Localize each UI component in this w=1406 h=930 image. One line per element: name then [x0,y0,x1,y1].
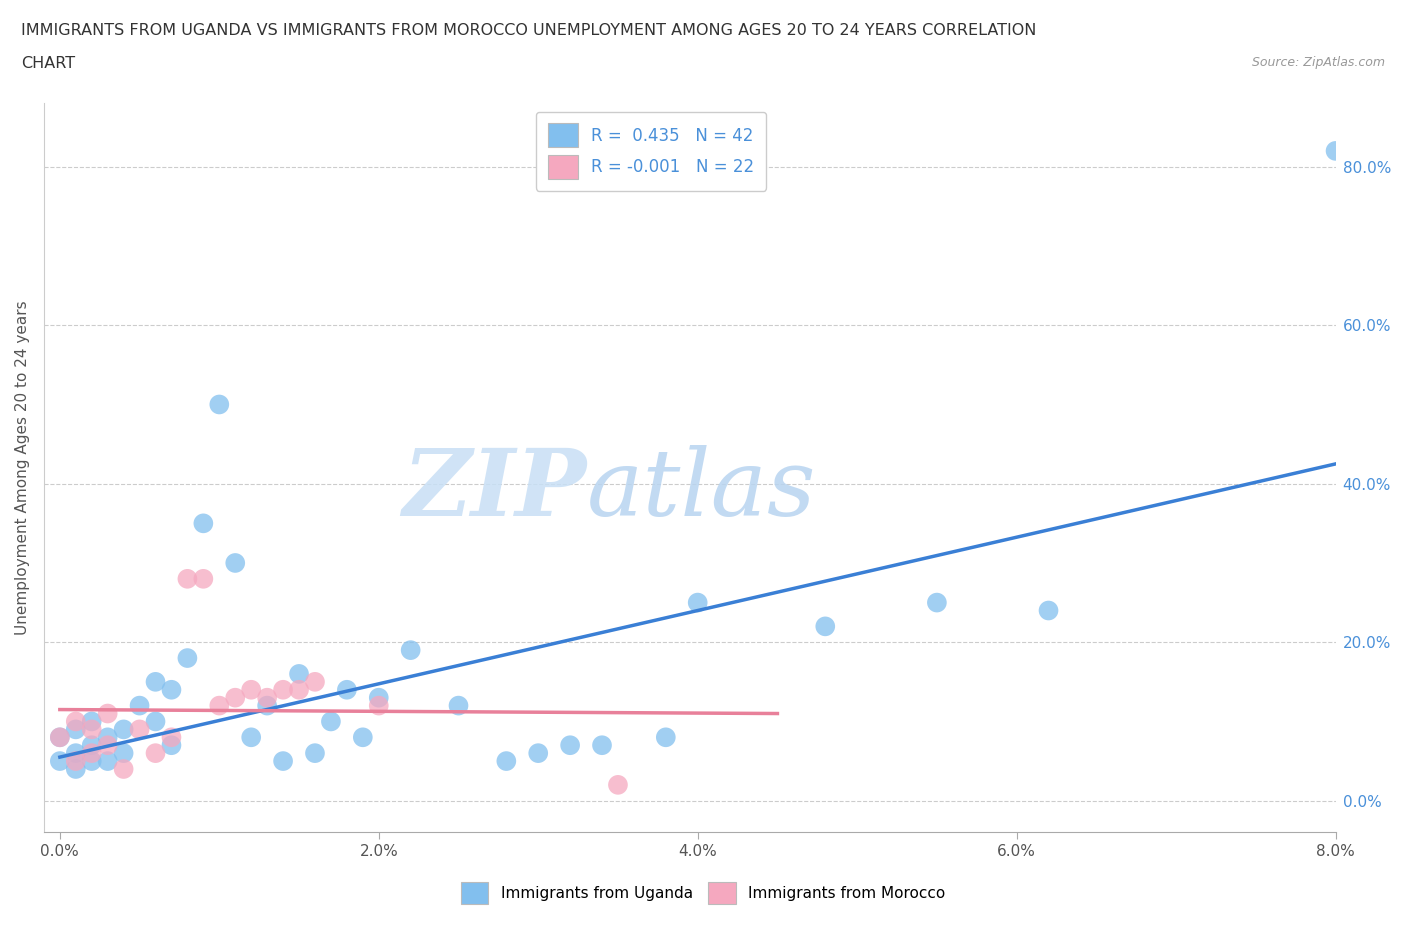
Point [1324,143,1347,158]
Point [240,730,263,745]
Text: Source: ZipAtlas.com: Source: ZipAtlas.com [1251,56,1385,69]
Point [128,722,150,737]
Point [80,753,103,768]
Point [925,595,948,610]
Point [271,683,294,698]
Point [495,753,517,768]
Point [814,619,837,634]
Text: CHART: CHART [21,56,75,71]
Point [160,737,183,752]
Point [145,674,167,689]
Point [208,698,231,713]
Point [447,698,470,713]
Point [176,571,198,586]
Point [80,714,103,729]
Point [97,753,120,768]
Point [49,730,72,745]
Point [112,722,135,737]
Legend: Immigrants from Uganda, Immigrants from Morocco: Immigrants from Uganda, Immigrants from … [451,873,955,913]
Point [145,714,167,729]
Point [80,722,103,737]
Point [367,698,389,713]
Point [49,730,72,745]
Point [256,690,278,705]
Point [591,737,613,752]
Text: atlas: atlas [586,445,815,535]
Point [288,683,311,698]
Point [65,746,87,761]
Point [527,746,550,761]
Point [336,683,359,698]
Point [607,777,630,792]
Point [112,746,135,761]
Point [367,690,389,705]
Legend: R =  0.435   N = 42, R = -0.001   N = 22: R = 0.435 N = 42, R = -0.001 N = 22 [536,112,766,191]
Point [97,730,120,745]
Point [240,683,263,698]
Point [80,746,103,761]
Point [399,643,422,658]
Point [271,753,294,768]
Point [208,397,231,412]
Point [65,753,87,768]
Point [558,737,581,752]
Point [160,683,183,698]
Point [224,690,246,705]
Point [97,706,120,721]
Text: ZIP: ZIP [402,445,586,535]
Y-axis label: Unemployment Among Ages 20 to 24 years: Unemployment Among Ages 20 to 24 years [15,300,30,635]
Point [655,730,678,745]
Point [49,753,72,768]
Point [304,746,326,761]
Point [319,714,342,729]
Point [256,698,278,713]
Point [65,714,87,729]
Point [65,762,87,777]
Point [176,651,198,666]
Point [288,667,311,682]
Point [193,516,215,531]
Point [80,737,103,752]
Point [1038,603,1060,618]
Point [224,555,246,570]
Point [686,595,709,610]
Point [97,737,120,752]
Point [145,746,167,761]
Text: IMMIGRANTS FROM UGANDA VS IMMIGRANTS FROM MOROCCO UNEMPLOYMENT AMONG AGES 20 TO : IMMIGRANTS FROM UGANDA VS IMMIGRANTS FRO… [21,23,1036,38]
Point [112,762,135,777]
Point [193,571,215,586]
Point [128,698,150,713]
Point [65,722,87,737]
Point [304,674,326,689]
Point [352,730,374,745]
Point [160,730,183,745]
